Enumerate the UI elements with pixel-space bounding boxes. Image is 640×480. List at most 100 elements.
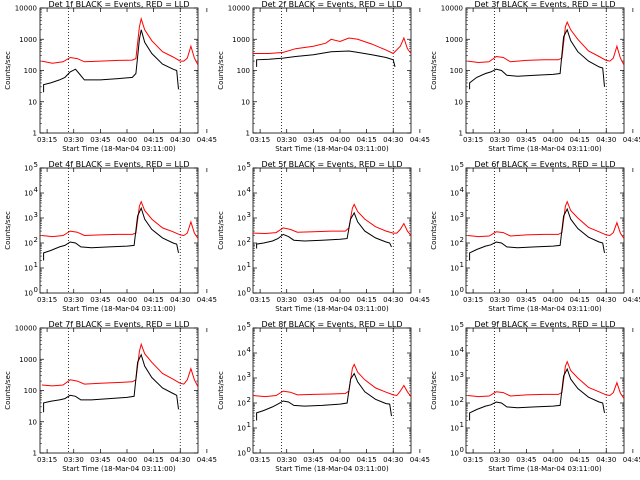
y-tick-exponent: 0: [247, 286, 251, 294]
y-tick-label: 10: [24, 265, 33, 273]
x-tick-label: 04:15: [570, 456, 590, 464]
x-tick-label: 04:45: [410, 456, 430, 464]
y-tick-exponent: 3: [460, 371, 464, 379]
y-tick-base: 10: [24, 215, 33, 223]
x-tick-label: 03:30: [277, 296, 297, 304]
x-axis-label: Start Time (18-Mar-04 03:11:00): [488, 305, 602, 313]
x-tick-label: 03:45: [303, 456, 323, 464]
x-tick-label: 04:45: [197, 136, 217, 144]
plot-frame: [39, 7, 199, 134]
chart-title: Det 4f BLACK = Events, RED = LLD: [48, 160, 189, 169]
x-tick-label: 04:15: [357, 296, 377, 304]
series-line: [41, 342, 199, 388]
y-axis-label: Counts/sec: [217, 211, 225, 250]
x-tick-label: 03:45: [303, 296, 323, 304]
x-tick-label: 04:30: [596, 456, 616, 464]
y-tick-label: 1000: [19, 356, 37, 364]
y-tick-base: 10: [450, 450, 459, 458]
series-line: [43, 206, 179, 261]
x-tick-label: 04:30: [596, 296, 616, 304]
x-axis-label: Start Time (18-Mar-04 03:11:00): [62, 145, 176, 153]
y-tick-base: 10: [450, 190, 459, 198]
x-tick-label: 04:45: [197, 456, 217, 464]
x-tick-label: 04:00: [330, 456, 350, 464]
x-tick-label: 03:15: [463, 456, 483, 464]
y-tick-exponent: 3: [34, 211, 38, 219]
y-tick-base: 10: [450, 400, 459, 408]
x-tick-label: 04:30: [383, 296, 403, 304]
x-tick-label: 03:45: [90, 136, 110, 144]
y-axis-label: Counts/sec: [4, 51, 12, 90]
x-tick-label: 04:15: [357, 456, 377, 464]
x-tick-label: 04:30: [383, 456, 403, 464]
y-tick-label: 10: [28, 98, 37, 106]
y-axis-label: Counts/sec: [4, 211, 12, 250]
detector-chart-panel: Det 3f BLACK = Events, RED = LLD 1 10 100 10…: [430, 0, 640, 153]
x-tick-label: 04:30: [383, 136, 403, 144]
x-axis-label: Start Time (18-Mar-04 03:11:00): [275, 305, 389, 313]
y-tick-exponent: 0: [460, 446, 464, 454]
y-tick-label: 100: [450, 67, 463, 75]
y-tick-base: 10: [237, 165, 246, 173]
y-tick-exponent: 0: [34, 286, 38, 294]
plot-frame: [252, 7, 412, 134]
y-axis-label: Counts/sec: [430, 51, 438, 90]
y-tick-exponent: 1: [34, 261, 38, 269]
x-tick-label: 04:45: [623, 296, 640, 304]
x-axis-label: Start Time (18-Mar-04 03:11:00): [62, 305, 176, 313]
x-tick-label: 03:45: [90, 296, 110, 304]
x-tick-label: 03:45: [516, 456, 536, 464]
y-tick-exponent: 4: [247, 186, 252, 194]
y-tick-exponent: 2: [460, 236, 464, 244]
series-line: [41, 200, 199, 239]
x-tick-label: 04:45: [197, 296, 217, 304]
y-tick-label: 10000: [15, 5, 37, 13]
x-tick-label: 04:45: [410, 136, 430, 144]
y-tick-base: 10: [450, 215, 459, 223]
y-tick-label: 10: [450, 325, 459, 333]
y-tick-exponent: 2: [247, 236, 251, 244]
y-tick-label: 1: [33, 450, 37, 458]
y-tick-base: 10: [237, 375, 246, 383]
series-line: [252, 203, 412, 236]
y-tick-base: 10: [450, 240, 459, 248]
series-line: [256, 50, 396, 68]
y-tick-exponent: 4: [34, 186, 39, 194]
y-tick-label: 10: [24, 290, 33, 298]
plot-frame: [465, 7, 625, 134]
y-tick-base: 10: [450, 350, 459, 358]
y-tick-label: 10: [237, 165, 246, 173]
y-tick-label: 10: [454, 98, 463, 106]
x-tick-label: 04:15: [357, 136, 377, 144]
y-tick-label: 10000: [15, 325, 37, 333]
plot-frame: [39, 327, 199, 454]
x-tick-label: 04:15: [570, 136, 590, 144]
series-line: [41, 16, 199, 66]
x-axis-label: Start Time (18-Mar-04 03:11:00): [488, 145, 602, 153]
x-tick-label: 03:15: [37, 456, 57, 464]
y-tick-base: 10: [24, 240, 33, 248]
y-tick-base: 10: [237, 425, 246, 433]
x-tick-label: 03:15: [463, 296, 483, 304]
y-tick-label: 10: [241, 98, 250, 106]
y-tick-label: 10: [450, 190, 459, 198]
y-tick-exponent: 1: [460, 421, 464, 429]
y-tick-label: 10: [450, 425, 459, 433]
y-tick-label: 10: [28, 418, 37, 426]
x-tick-label: 04:30: [170, 456, 190, 464]
series-line: [256, 372, 392, 421]
chart-title: Det 6f BLACK = Events, RED = LLD: [474, 160, 615, 169]
y-tick-label: 1000: [445, 36, 463, 44]
y-tick-label: 1: [246, 130, 250, 138]
x-tick-label: 03:30: [490, 136, 510, 144]
x-tick-label: 04:00: [117, 456, 137, 464]
x-tick-label: 03:15: [37, 136, 57, 144]
chart-title: Det 2f BLACK = Events, RED = LLD: [261, 0, 402, 9]
series-line: [467, 20, 625, 66]
y-tick-label: 10: [450, 290, 459, 298]
y-tick-exponent: 1: [247, 261, 251, 269]
